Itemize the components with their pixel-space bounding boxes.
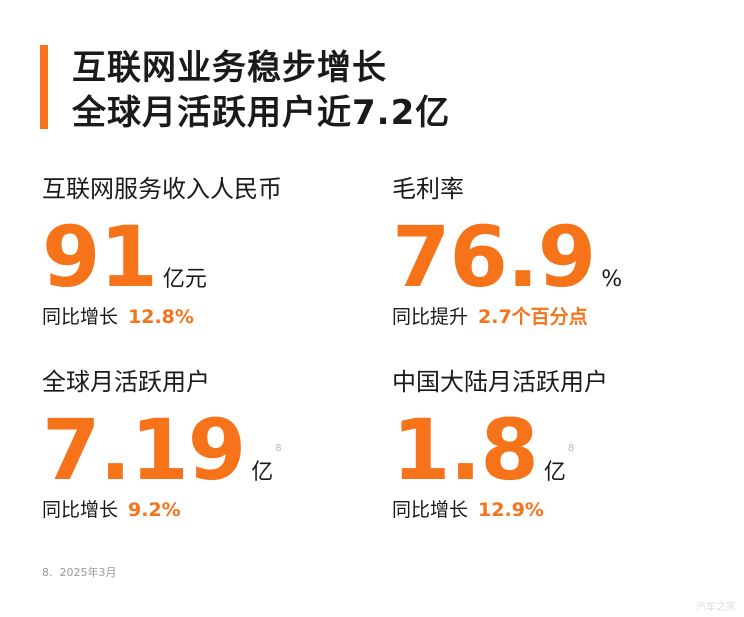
metric-label: 全球月活跃用户	[42, 368, 210, 396]
metric-change: 同比增长 9.2%	[42, 497, 372, 523]
change-value: 2.7个百分点	[478, 306, 588, 328]
watermark: 汽车之家	[696, 602, 736, 613]
metric-label: 毛利率	[392, 175, 464, 203]
metric-value: 76.9	[392, 208, 596, 306]
change-value: 12.8%	[128, 306, 194, 328]
metric-card: 中国大陆月活跃用户 1.8 亿 8 同比增长 12.9%	[392, 367, 722, 523]
metric-main: 7.19 亿 8	[42, 405, 372, 495]
change-label: 同比增长	[42, 306, 119, 328]
title-line: 互联网业务稳步增长	[72, 48, 387, 88]
metric-value: 7.19	[42, 401, 246, 499]
metric-main: 1.8 亿 8	[392, 405, 722, 495]
metric-unit: 亿	[251, 460, 274, 485]
footnote-ref: 8	[275, 443, 282, 454]
metric-card: 毛利率 76.9% 同比提升 2.7个百分点	[392, 174, 722, 330]
metric-label: 互联网服务收入人民币	[42, 175, 282, 203]
metric-unit: 亿	[543, 460, 566, 485]
metric-unit: 亿元	[162, 267, 207, 292]
metric-value: 1.8	[392, 401, 539, 499]
title-line: 全球月活跃用户近7.2亿	[72, 93, 451, 133]
accent-bar	[40, 45, 48, 129]
metric-card: 互联网服务收入人民币 91 亿元同比增长 12.8%	[42, 174, 372, 330]
metric-label: 中国大陆月活跃用户	[392, 368, 608, 396]
change-label: 同比增长	[42, 499, 119, 521]
footnote: 8. 2025年3月	[42, 566, 117, 579]
metric-main: 91 亿元	[42, 212, 372, 302]
metric-card: 全球月活跃用户 7.19 亿 8 同比增长 9.2%	[42, 367, 372, 523]
metric-change: 同比提升 2.7个百分点	[392, 304, 722, 330]
change-label: 同比增长	[392, 499, 469, 521]
footnote-ref: 8	[567, 443, 575, 454]
change-value: 9.2%	[128, 499, 181, 521]
change-label: 同比提升	[392, 306, 469, 328]
metric-value: 91	[42, 208, 158, 306]
metric-change: 同比增长 12.8%	[42, 304, 372, 330]
metric-change: 同比增长 12.9%	[392, 497, 722, 523]
metric-main: 76.9%	[392, 212, 722, 302]
change-value: 12.9%	[478, 499, 544, 521]
metric-unit: %	[601, 267, 623, 292]
